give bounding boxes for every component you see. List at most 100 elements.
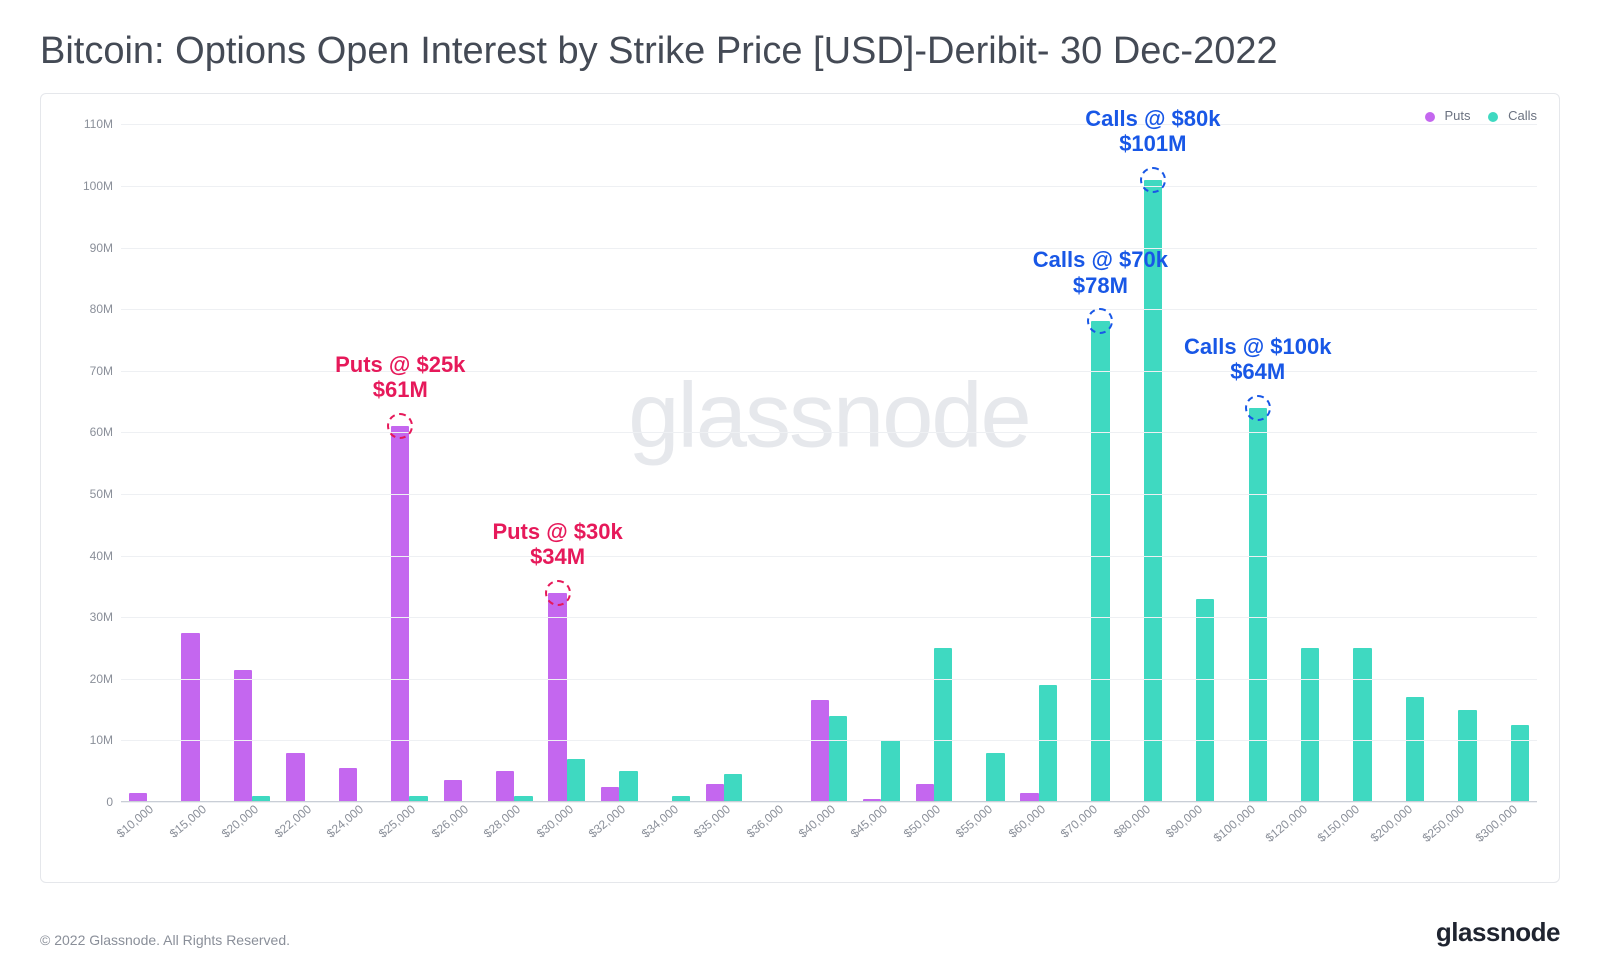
bar-puts: [181, 633, 199, 802]
bar-calls: [829, 716, 847, 802]
y-tick-label: 0: [63, 795, 113, 809]
x-tick-label: $35,000: [691, 802, 733, 841]
bar-puts: [444, 780, 462, 802]
bar-puts: [339, 768, 357, 802]
grid-line: [121, 679, 1537, 680]
x-tick-label: $200,000: [1368, 802, 1415, 845]
grid-line: [121, 124, 1537, 125]
bar-puts: [548, 593, 566, 802]
x-tick-label: $10,000: [114, 802, 156, 841]
grid-line: [121, 740, 1537, 741]
bar-calls: [1353, 648, 1371, 802]
x-tick-label: $300,000: [1472, 802, 1519, 845]
chart-container: Puts Calls glassnode $10,000$15,000$20,0…: [40, 93, 1560, 883]
brand-logo-text: glassnode: [1436, 917, 1560, 948]
bar-group: $30,000: [548, 112, 585, 802]
x-tick-label: $32,000: [586, 802, 628, 841]
y-tick-label: 100M: [63, 179, 113, 193]
bar-group: $150,000: [1335, 112, 1372, 802]
grid-line: [121, 248, 1537, 249]
bar-calls: [1511, 725, 1529, 802]
y-tick-label: 70M: [63, 364, 113, 378]
bar-calls: [1091, 321, 1109, 802]
bar-puts: [601, 787, 619, 802]
bar-group: $100,000: [1230, 112, 1267, 802]
bar-group: $10,000: [129, 112, 166, 802]
chart-title: Bitcoin: Options Open Interest by Strike…: [40, 30, 1560, 73]
x-tick-label: $55,000: [953, 802, 995, 841]
x-tick-label: $80,000: [1110, 802, 1152, 841]
bar-puts: [391, 426, 409, 802]
x-tick-label: $20,000: [219, 802, 261, 841]
y-tick-label: 80M: [63, 302, 113, 316]
grid-line: [121, 309, 1537, 310]
y-tick-label: 10M: [63, 733, 113, 747]
bar-group: $40,000: [811, 112, 848, 802]
x-tick-label: $100,000: [1210, 802, 1257, 845]
x-tick-label: $70,000: [1058, 802, 1100, 841]
bar-calls: [567, 759, 585, 802]
x-tick-label: $15,000: [166, 802, 208, 841]
x-tick-label: $90,000: [1163, 802, 1205, 841]
bar-calls: [986, 753, 1004, 802]
y-tick-label: 20M: [63, 672, 113, 686]
bar-calls: [1301, 648, 1319, 802]
bar-group: $50,000: [916, 112, 953, 802]
x-tick-label: $24,000: [324, 802, 366, 841]
x-tick-label: $150,000: [1315, 802, 1362, 845]
bar-group: $90,000: [1178, 112, 1215, 802]
bar-calls: [1249, 408, 1267, 802]
y-tick-label: 40M: [63, 549, 113, 563]
bar-group: $26,000: [444, 112, 481, 802]
plot-area: glassnode $10,000$15,000$20,000$22,000$2…: [121, 112, 1537, 802]
bar-puts: [286, 753, 304, 802]
x-tick-label: $34,000: [638, 802, 680, 841]
bar-group: $200,000: [1388, 112, 1425, 802]
bar-calls: [619, 771, 637, 802]
x-tick-label: $28,000: [481, 802, 523, 841]
x-tick-label: $25,000: [376, 802, 418, 841]
bar-calls: [1039, 685, 1057, 802]
bar-group: $15,000: [181, 112, 218, 802]
bar-puts: [234, 670, 252, 802]
y-tick-label: 30M: [63, 610, 113, 624]
bar-group: $60,000: [1020, 112, 1057, 802]
x-tick-label: $50,000: [901, 802, 943, 841]
x-tick-label: $26,000: [429, 802, 471, 841]
y-tick-label: 110M: [63, 117, 113, 131]
copyright-text: © 2022 Glassnode. All Rights Reserved.: [40, 932, 290, 948]
bar-group: $70,000: [1073, 112, 1110, 802]
bar-group: $22,000: [286, 112, 323, 802]
x-tick-label: $30,000: [534, 802, 576, 841]
x-tick-label: $40,000: [796, 802, 838, 841]
bar-group: $55,000: [968, 112, 1005, 802]
bar-calls: [1144, 180, 1162, 802]
grid-line: [121, 494, 1537, 495]
x-tick-label: $36,000: [743, 802, 785, 841]
bar-calls: [1458, 710, 1476, 802]
bar-group: $45,000: [863, 112, 900, 802]
x-tick-label: $45,000: [848, 802, 890, 841]
y-tick-label: 50M: [63, 487, 113, 501]
x-tick-label: $120,000: [1263, 802, 1310, 845]
bar-group: $24,000: [339, 112, 376, 802]
bars-layer: $10,000$15,000$20,000$22,000$24,000$25,0…: [121, 112, 1537, 802]
y-tick-label: 60M: [63, 425, 113, 439]
bar-puts: [496, 771, 514, 802]
bar-group: $32,000: [601, 112, 638, 802]
bar-group: $25,000: [391, 112, 428, 802]
bar-calls: [881, 740, 899, 802]
grid-line: [121, 186, 1537, 187]
bar-calls: [1196, 599, 1214, 802]
grid-line: [121, 432, 1537, 433]
x-tick-label: $22,000: [271, 802, 313, 841]
bar-calls: [934, 648, 952, 802]
bar-group: $80,000: [1125, 112, 1162, 802]
grid-line: [121, 556, 1537, 557]
bar-calls: [724, 774, 742, 802]
bar-group: $250,000: [1440, 112, 1477, 802]
bar-puts: [811, 700, 829, 802]
bar-group: $35,000: [706, 112, 743, 802]
x-tick-label: $60,000: [1006, 802, 1048, 841]
grid-line: [121, 802, 1537, 803]
